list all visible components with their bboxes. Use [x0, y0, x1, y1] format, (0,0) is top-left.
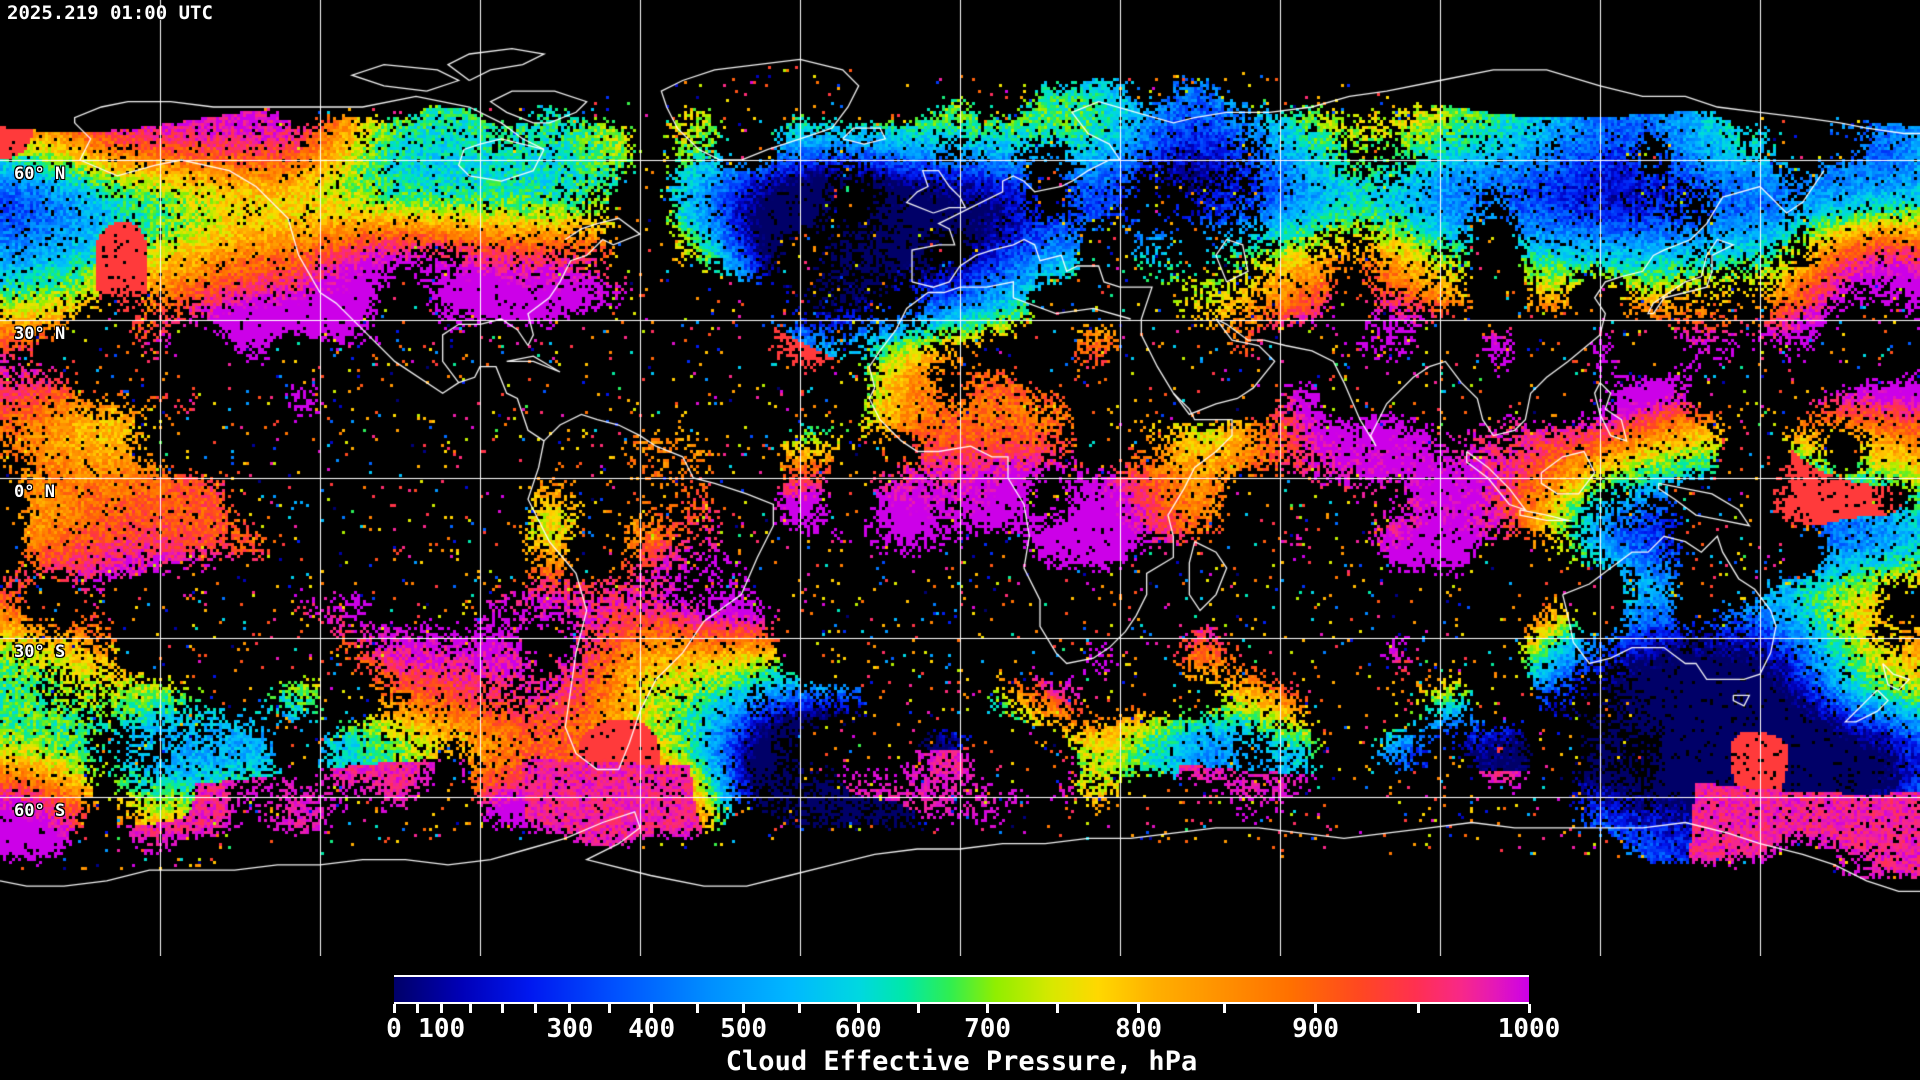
timestamp: 2025.219 01:00 UTC: [7, 2, 213, 24]
latitude-label: 0° N: [14, 482, 55, 502]
colorbar: Cloud Effective Pressure, hPa 0 100 300 400…: [0, 956, 1920, 1080]
colorbar-tick: [608, 1004, 612, 1013]
colorbar-tick: [742, 1004, 746, 1013]
colorbar-tick-label: 900: [1292, 1014, 1340, 1044]
colorbar-tick: [797, 1004, 801, 1013]
colorbar-tick: [1056, 1004, 1060, 1013]
latitude-label: 60° S: [14, 801, 66, 821]
colorbar-tick-label: 100: [418, 1014, 466, 1044]
colorbar-gradient: [394, 975, 1529, 1004]
colorbar-tick: [534, 1004, 538, 1013]
latitude-label: 30° N: [14, 324, 66, 344]
colorbar-tick: [392, 1004, 396, 1013]
colorbar-tick-label: 600: [834, 1014, 882, 1044]
latitude-label: 60° N: [14, 164, 66, 184]
world-cloud-map: [0, 0, 1920, 956]
colorbar-tick: [440, 1004, 444, 1013]
colorbar-tick: [1223, 1004, 1227, 1013]
colorbar-tick: [1314, 1004, 1318, 1013]
colorbar-tick: [695, 1004, 699, 1013]
colorbar-tick-label: 700: [964, 1014, 1012, 1044]
colorbar-tick: [1137, 1004, 1141, 1013]
colorbar-tick-label: 800: [1115, 1014, 1163, 1044]
colorbar-tick: [1527, 1004, 1531, 1013]
colorbar-tick-label: 0: [386, 1014, 402, 1044]
colorbar-tick-label: 1000: [1497, 1014, 1561, 1044]
colorbar-tick: [650, 1004, 654, 1013]
colorbar-tick-label: 300: [546, 1014, 594, 1044]
colorbar-tick: [1417, 1004, 1421, 1013]
colorbar-tick: [468, 1004, 472, 1013]
colorbar-tick: [856, 1004, 860, 1013]
colorbar-tick: [986, 1004, 990, 1013]
colorbar-tick-label: 500: [720, 1014, 768, 1044]
colorbar-caption: Cloud Effective Pressure, hPa: [725, 1046, 1198, 1077]
colorbar-tick: [916, 1004, 920, 1013]
colorbar-tick: [416, 1004, 420, 1013]
colorbar-tick-label: 400: [628, 1014, 676, 1044]
colorbar-tick: [568, 1004, 572, 1013]
latitude-label: 30° S: [14, 642, 66, 662]
colorbar-tick: [501, 1004, 505, 1013]
